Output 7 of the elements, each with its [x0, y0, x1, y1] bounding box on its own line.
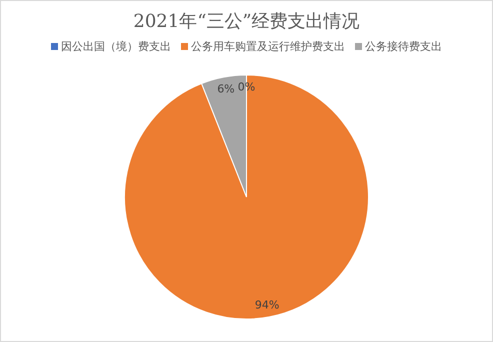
- legend-label: 因公出国（境）费支出: [60, 39, 171, 54]
- legend-label: 公务用车购置及运行维护费支出: [190, 39, 345, 54]
- chart-title: 2021年“三公”经费支出情况: [132, 10, 361, 33]
- pie-slice: [124, 74, 369, 320]
- data-label: 6%: [217, 82, 235, 96]
- legend-label: 公务接待费支出: [364, 39, 442, 54]
- data-label: 94%: [254, 298, 280, 312]
